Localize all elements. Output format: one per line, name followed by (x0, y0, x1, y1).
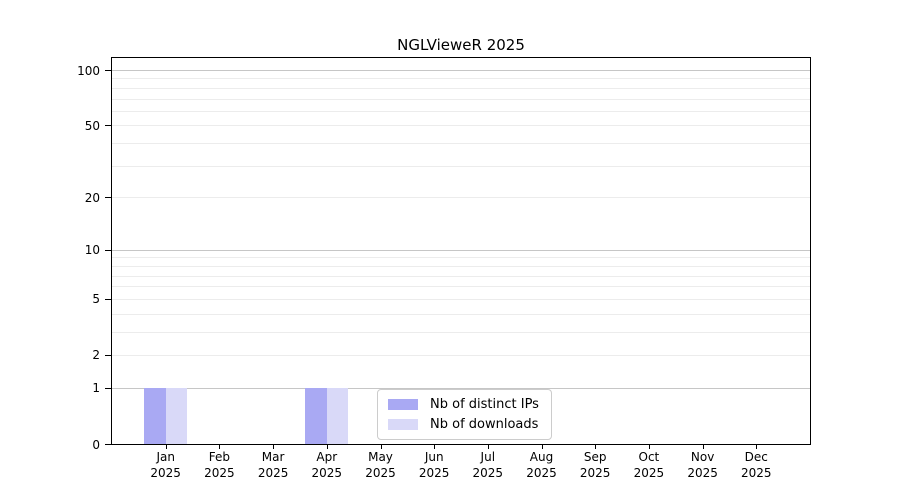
gridline-minor (112, 257, 810, 259)
y-tick-mark (105, 444, 112, 445)
gridline-minor (112, 125, 810, 127)
gridline-major (112, 70, 810, 71)
y-tick-label: 10 (84, 243, 100, 258)
legend-swatch (388, 419, 418, 430)
x-tick-mark (326, 444, 328, 449)
y-tick-label: 5 (92, 292, 100, 307)
x-tick-label: Sep 2025 (579, 450, 611, 480)
gridline-minor (112, 165, 810, 167)
gridline-minor (112, 110, 810, 112)
gridline-minor (112, 275, 810, 277)
y-tick-mark (105, 299, 112, 300)
x-tick-label: Jan 2025 (150, 450, 181, 480)
x-tick-label: Apr 2025 (311, 450, 343, 480)
x-tick-mark (702, 444, 704, 449)
x-tick-mark (434, 444, 436, 449)
gridline-minor (112, 313, 810, 315)
bar (165, 387, 188, 444)
gridline-minor (112, 143, 810, 145)
legend-entry-distinct-ips: Nb of distinct IPs (388, 397, 539, 412)
chart-title: NGLVieweR 2025 (397, 36, 525, 54)
gridline-minor (112, 265, 810, 267)
y-tick-mark (105, 355, 112, 356)
y-tick-mark (105, 70, 112, 71)
legend-entry-downloads: Nb of downloads (388, 417, 539, 432)
bar (326, 387, 349, 444)
x-tick-mark (273, 444, 275, 449)
y-tick-mark (105, 125, 112, 126)
y-tick-mark (105, 197, 112, 198)
gridline-minor (112, 331, 810, 333)
plot-area (111, 57, 811, 445)
y-tick-label: 50 (84, 118, 100, 133)
y-tick-mark (105, 388, 112, 389)
x-tick-mark (756, 444, 758, 449)
x-tick-mark (219, 444, 221, 449)
legend-label: Nb of downloads (430, 417, 539, 432)
y-tick-label: 2 (92, 348, 100, 363)
x-tick-mark (165, 444, 167, 449)
x-tick-label: Aug 2025 (526, 450, 557, 480)
x-tick-label: Mar 2025 (257, 450, 289, 480)
gridline-minor (112, 355, 810, 356)
gridline-minor (112, 78, 810, 80)
gridline-major (112, 387, 810, 389)
x-tick-mark (648, 444, 650, 449)
x-tick-mark (541, 444, 543, 449)
gridline-minor (112, 87, 810, 89)
y-tick-label: 20 (84, 190, 100, 205)
x-tick-label: Dec 2025 (741, 450, 772, 480)
x-tick-mark (380, 444, 382, 449)
bar (144, 387, 166, 444)
legend: Nb of distinct IPs Nb of downloads (377, 389, 552, 440)
y-tick-label: 1 (92, 381, 100, 396)
x-tick-label: Jun 2025 (418, 450, 450, 480)
x-tick-mark (487, 444, 489, 449)
gridline-minor (112, 197, 810, 199)
x-tick-label: May 2025 (365, 450, 396, 480)
x-tick-label: Jul 2025 (472, 450, 504, 480)
y-tick-label: 100 (77, 63, 100, 78)
legend-label: Nb of distinct IPs (430, 397, 539, 412)
x-tick-label: Feb 2025 (204, 450, 235, 480)
x-tick-label: Oct 2025 (633, 450, 665, 480)
gridline-minor (112, 98, 810, 100)
gridline-minor (112, 298, 810, 300)
gridline-major (112, 249, 810, 251)
gridline-minor (112, 286, 810, 288)
y-tick-mark (105, 250, 112, 251)
x-tick-label: Nov 2025 (687, 450, 718, 480)
x-tick-mark (595, 444, 597, 449)
legend-swatch (388, 399, 418, 410)
y-tick-label: 0 (92, 437, 100, 452)
bar (305, 387, 327, 444)
